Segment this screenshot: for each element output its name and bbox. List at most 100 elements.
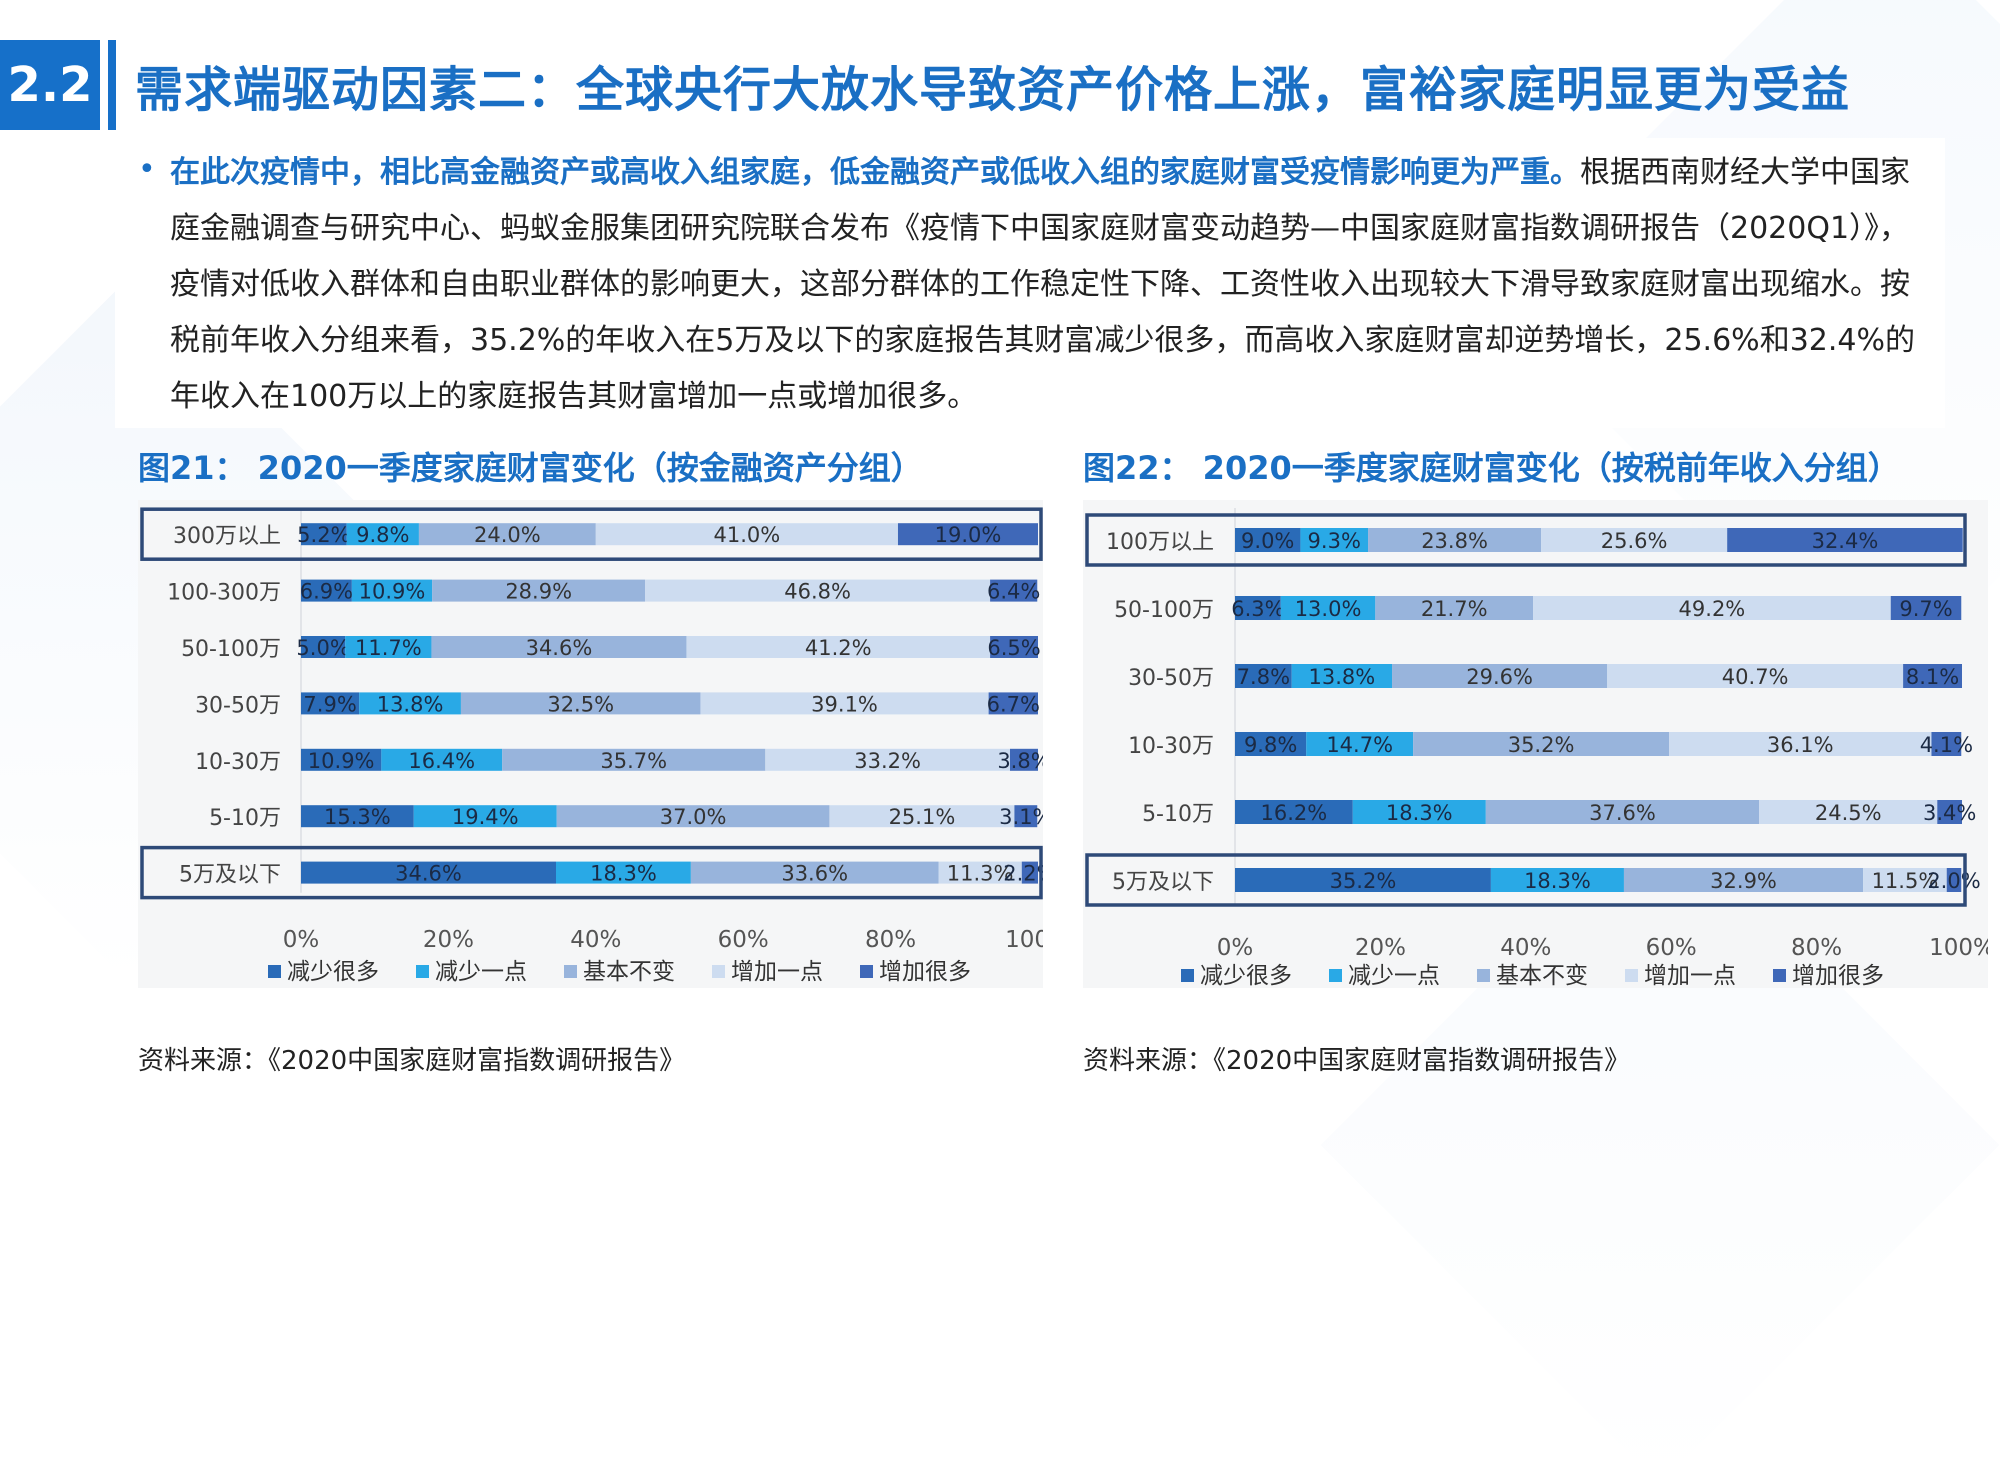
bar-segment <box>301 579 352 602</box>
bar-segment <box>1541 528 1728 552</box>
legend-entry: 基本不变 <box>583 959 675 985</box>
bar-segment <box>1937 800 1962 824</box>
x-tick-label: 20% <box>423 927 474 953</box>
bar-segment <box>413 805 557 828</box>
legend-entry: 减少很多 <box>1200 963 1292 988</box>
category-label: 100万以上 <box>1106 530 1214 555</box>
data-label: 2.2% <box>1003 862 1043 886</box>
legend-entry: 基本不变 <box>1496 963 1588 988</box>
bar-segment <box>1863 868 1947 892</box>
x-tick-label: 20% <box>1355 935 1406 961</box>
bar-segment <box>1014 805 1038 828</box>
data-label: 34.6% <box>526 636 593 660</box>
data-label: 11.7% <box>355 636 422 660</box>
x-tick-label: 60% <box>718 927 769 953</box>
title-accent-bar <box>108 40 116 130</box>
x-tick-label: 80% <box>865 927 916 953</box>
bar-segment <box>301 692 360 715</box>
category-label: 300万以上 <box>173 524 281 549</box>
legend-swatch <box>1181 969 1194 982</box>
data-label: 9.8% <box>356 523 409 547</box>
bar-segment <box>897 523 1038 546</box>
legend-entry: 增加一点 <box>731 959 823 985</box>
data-label: 35.2% <box>1330 869 1397 893</box>
data-label: 24.5% <box>1815 801 1882 825</box>
data-label: 37.0% <box>660 805 727 829</box>
data-label: 25.6% <box>1601 529 1668 553</box>
legend-swatch <box>564 965 577 978</box>
data-label: 18.3% <box>1524 869 1591 893</box>
data-label: 39.1% <box>811 692 878 716</box>
bar-segment <box>301 861 557 884</box>
data-label: 6.9% <box>300 580 353 604</box>
highlight-box <box>1085 513 1967 567</box>
data-label: 41.2% <box>805 636 872 660</box>
bar-segment <box>1021 861 1038 884</box>
legend-entry: 增加一点 <box>1644 963 1736 988</box>
bar-segment <box>1300 528 1369 552</box>
bar-segment <box>1375 596 1534 620</box>
body-paragraph: 在此次疫情中，相比高金融资产或高收入组家庭，低金融资产或低收入组的家庭财富受疫情… <box>170 145 1930 425</box>
legend-entry: 增加很多 <box>879 959 971 985</box>
bar-segment <box>700 692 989 715</box>
category-label: 30-50万 <box>195 693 281 718</box>
bar-segment <box>1946 868 1962 892</box>
category-label: 100-300万 <box>167 581 281 606</box>
bar-segment <box>432 579 646 602</box>
data-label: 7.9% <box>303 692 356 716</box>
bar-segment <box>595 523 898 546</box>
bar-segment <box>556 861 691 884</box>
data-label: 4.1% <box>1920 733 1973 757</box>
bar-segment <box>1392 664 1608 688</box>
bar-segment <box>346 523 419 546</box>
bar-segment <box>381 748 503 771</box>
bullet-marker: • <box>138 152 156 187</box>
bar-segment <box>1903 664 1962 688</box>
highlight-box <box>140 845 1043 900</box>
figure-22-title: 图22： 2020一季度家庭财富变化（按税前年收入分组） <box>1083 449 1900 487</box>
legend-swatch <box>712 965 725 978</box>
chart-pretax-income: 100万以上 9.0% 9.3% 23.8% 25.6% 32.4% 50-100万 6.3%… <box>1083 500 1988 988</box>
data-label: 35.2% <box>1508 733 1575 757</box>
data-label: 14.7% <box>1326 733 1393 757</box>
category-label: 5-10万 <box>1142 802 1214 827</box>
bar-segment <box>351 579 433 602</box>
data-label: 9.3% <box>1308 529 1361 553</box>
bar-segment <box>431 636 687 658</box>
bar-segment <box>418 523 596 546</box>
bar-segment <box>988 692 1038 715</box>
category-label: 50-100万 <box>181 637 281 662</box>
x-tick-label: 40% <box>570 927 621 953</box>
bar-segment <box>1759 800 1938 824</box>
data-label: 5.2% <box>297 523 350 547</box>
bar-segment <box>1413 732 1670 756</box>
legend-swatch <box>268 965 281 978</box>
data-label: 35.7% <box>600 749 667 773</box>
bar-segment <box>1235 528 1301 552</box>
bar-segment <box>1291 664 1393 688</box>
data-label: 3.8% <box>997 749 1043 773</box>
legend-swatch <box>1477 969 1490 982</box>
bar-segment <box>938 861 1022 884</box>
bar-segment <box>1235 664 1292 688</box>
bar-segment <box>1669 732 1932 756</box>
data-label: 9.7% <box>1899 597 1952 621</box>
data-label: 18.3% <box>590 862 657 886</box>
data-label: 13.8% <box>1309 665 1376 689</box>
data-label: 3.4% <box>1923 801 1976 825</box>
data-label: 9.8% <box>1244 733 1297 757</box>
chart-financial-assets: 300万以上 5.2% 9.8% 24.0% 41.0% 19.0% 100-300万 6.9… <box>140 507 1043 985</box>
data-label: 15.3% <box>324 805 391 829</box>
section-number-badge: 2.2 <box>0 40 100 130</box>
bar-segment <box>1533 596 1891 620</box>
data-label: 24.0% <box>474 523 541 547</box>
legend-swatch <box>1773 969 1786 982</box>
bar-segment <box>1280 596 1376 620</box>
figure-21-title: 图21： 2020一季度家庭财富变化（按金融资产分组） <box>138 449 923 487</box>
data-label: 2.0% <box>1927 869 1980 893</box>
bar-segment <box>645 579 991 602</box>
legend-swatch <box>1329 969 1342 982</box>
x-tick-label: 100% <box>1005 927 1043 953</box>
category-label: 10-30万 <box>195 750 281 775</box>
category-label: 5-10万 <box>209 806 281 831</box>
